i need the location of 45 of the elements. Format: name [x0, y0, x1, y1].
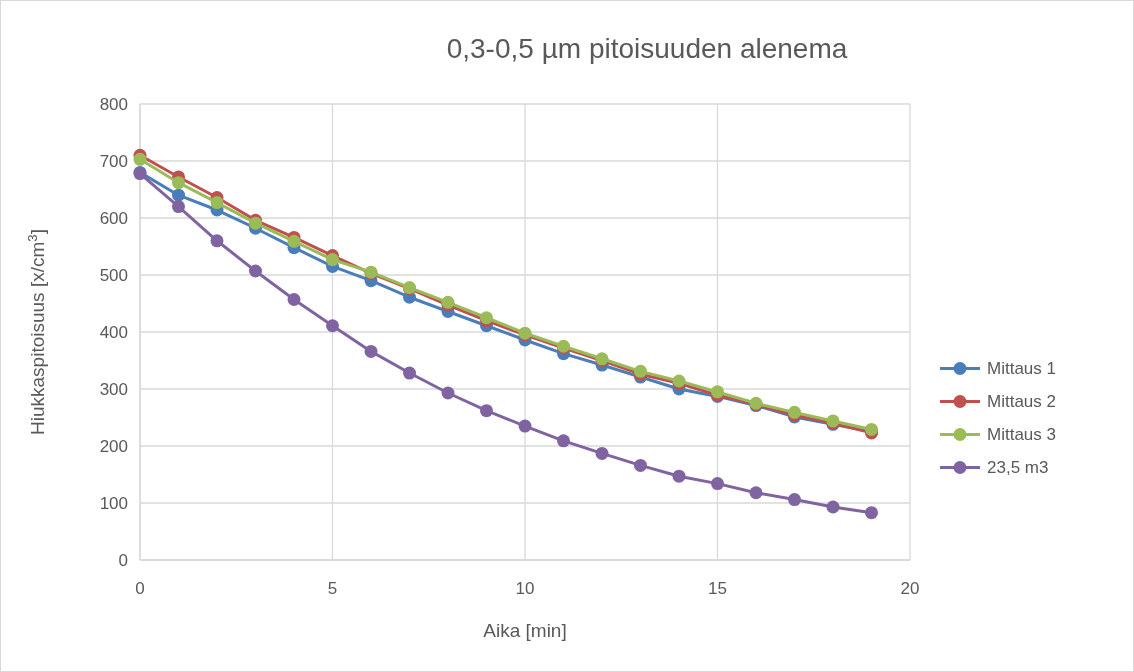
point	[634, 458, 647, 472]
point	[518, 419, 532, 433]
point	[480, 404, 493, 418]
x-tick-label: 5	[327, 579, 338, 598]
point	[865, 506, 878, 520]
y-tick-label: 600	[99, 208, 128, 228]
point	[557, 434, 570, 448]
y-tick-label: 300	[99, 379, 128, 399]
y-tick-label: 800	[99, 94, 128, 114]
legend-label: Mittaus 1	[987, 359, 1056, 379]
point	[749, 486, 763, 500]
point	[326, 319, 339, 333]
y-tick-label: 700	[99, 151, 128, 171]
y-tick-label: 200	[99, 436, 128, 456]
x-tick-label: 0	[135, 579, 145, 598]
y-tick-label: 100	[99, 493, 128, 513]
point	[672, 469, 686, 483]
y-tick-label: 0	[118, 550, 128, 570]
point	[364, 344, 378, 358]
point	[210, 234, 224, 248]
point	[172, 188, 185, 202]
legend-label: 23,5 m3	[987, 458, 1049, 478]
point	[133, 152, 147, 166]
point	[788, 493, 801, 507]
x-tick-label: 10	[515, 579, 535, 598]
point	[287, 293, 301, 307]
x-tick-label: 20	[900, 579, 920, 598]
point	[403, 366, 416, 380]
point	[826, 500, 840, 514]
x-axis-title: Aika [min]	[483, 620, 567, 641]
y-tick-label: 500	[99, 265, 128, 285]
point	[326, 253, 339, 267]
legend-label: Mittaus 3	[987, 425, 1056, 445]
point	[287, 234, 301, 248]
x-tick-label: 15	[708, 579, 727, 598]
point	[210, 196, 224, 210]
point	[441, 386, 455, 400]
point	[172, 200, 185, 214]
point	[172, 176, 185, 190]
legend-label: Mittaus 2	[987, 392, 1056, 412]
point	[249, 264, 262, 278]
point	[711, 477, 724, 491]
chart-title: 0,3-0,5 µm pitoisuuden alenema	[446, 33, 848, 64]
y-tick-label: 400	[99, 322, 128, 342]
point	[595, 446, 609, 460]
